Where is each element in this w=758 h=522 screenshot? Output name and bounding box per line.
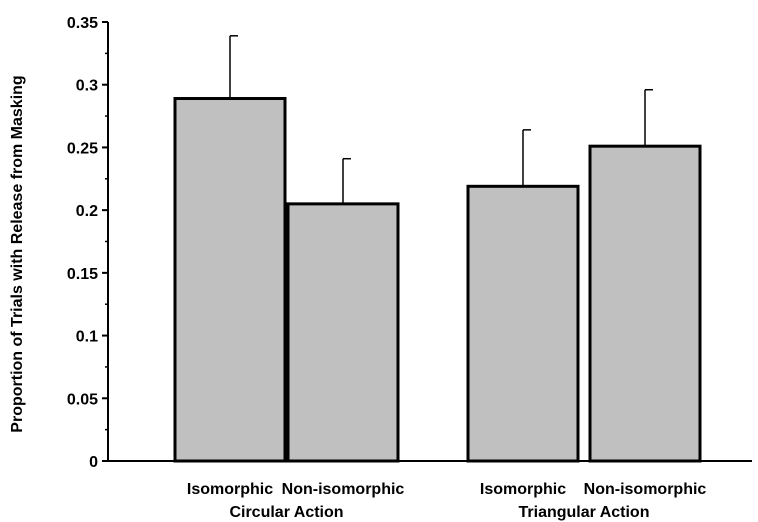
bar [466,184,580,463]
x-group-label: Triangular Action [519,504,650,521]
bar [286,202,400,463]
bars [173,35,702,463]
y-tick-label: 0.35 [67,15,98,32]
y-tick-label: 0.1 [76,329,98,346]
y-tick-label: 0.05 [67,391,98,408]
x-category-label: Non-isomorphic [584,481,707,498]
bar [173,97,287,463]
y-tick-label: 0.25 [67,140,98,157]
x-axis: Isomorphic Non-isomorphic Isomorphic Non-is… [108,460,752,521]
x-group-label: Circular Action [229,504,343,521]
y-tick-label: 0.2 [76,203,98,220]
bar [588,144,702,463]
y-tick-label: 0.3 [76,78,98,95]
x-category-label: Isomorphic [187,481,273,498]
y-tick-label: 0.15 [67,266,98,283]
y-axis-title: Proportion of Trials with Release from M… [9,75,26,432]
x-category-label: Non-isomorphic [282,481,405,498]
x-category-label: Isomorphic [480,481,566,498]
y-axis: 0 0.05 0.1 0.15 0.2 0.25 0.3 0.35 [67,15,109,471]
y-tick-label: 0 [89,454,98,471]
